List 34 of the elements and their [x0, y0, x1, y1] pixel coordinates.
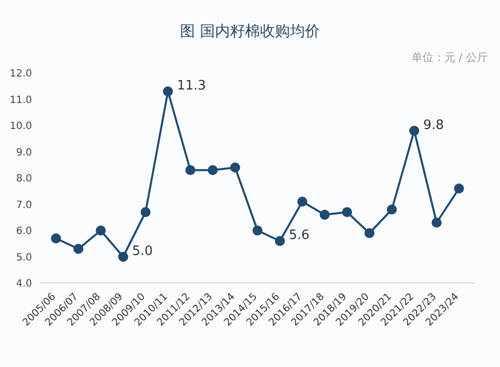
point [162, 86, 173, 96]
data-label: 5.6 [288, 228, 310, 243]
data-label: 11.3 [176, 78, 206, 94]
point [386, 204, 397, 214]
y-tick-label: 5.0 [16, 252, 32, 264]
point [51, 233, 61, 244]
data-label: 5.0 [132, 244, 153, 259]
point [274, 236, 285, 246]
point [342, 207, 352, 218]
point [96, 226, 106, 236]
point [230, 162, 240, 172]
chart-title: 图 国内籽棉收购均价 [179, 22, 321, 41]
point [432, 218, 442, 228]
point [73, 244, 84, 254]
point [118, 252, 128, 262]
point [140, 207, 151, 218]
y-tick-label: 9.0 [16, 147, 32, 158]
y-tick-label: 10.0 [10, 121, 32, 132]
point [208, 165, 218, 176]
point [252, 226, 262, 236]
y-tick-label: 4.0 [16, 278, 32, 290]
point [320, 210, 330, 220]
y-tick-label: 11.0 [10, 94, 32, 106]
point [364, 228, 374, 238]
point [297, 196, 308, 207]
y-tick-label: 7.0 [16, 200, 32, 211]
point [409, 126, 420, 136]
y-tick-label: 8.0 [16, 174, 32, 185]
y-tick-label: 6.0 [16, 226, 32, 238]
y-tick-label: 12.0 [10, 68, 32, 80]
point [185, 165, 196, 176]
point [454, 184, 464, 194]
data-label: 9.8 [423, 118, 444, 133]
y-axis-title: 单位：元 / 公斤 [411, 50, 488, 65]
